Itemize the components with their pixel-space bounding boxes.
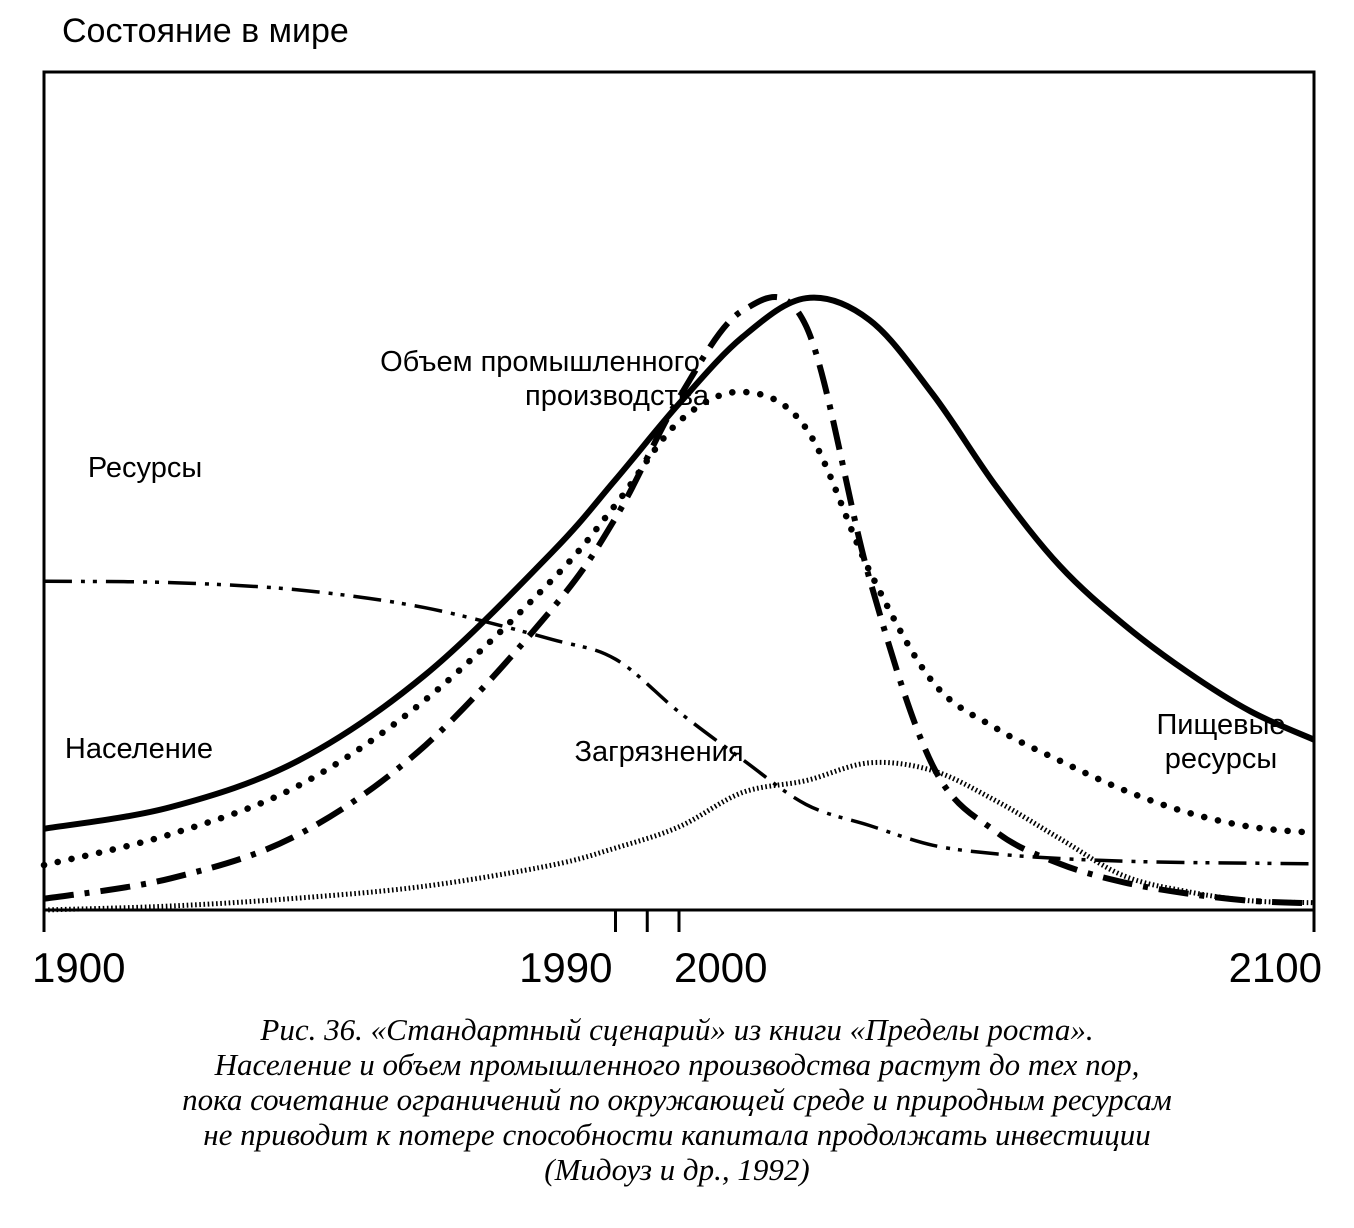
series-solid [43,294,1316,832]
x-tick-label-2100: 2100 [1229,944,1322,991]
label-resources: Ресурсы [88,452,202,484]
caption-line-5: (Мидоуз и др., 1992) [544,1152,810,1187]
label-population: Население [65,733,213,765]
chart: Состояние в мире 1900 1990 2000 2100 Объем … [32,12,1322,991]
caption-line-1: Рис. 36. «Стандартный сценарий» из книги… [260,1012,1094,1047]
x-tick-label-1900: 1900 [32,944,125,991]
caption-line-2: Население и объем промышленного производ… [214,1047,1140,1082]
label-pollution: Загрязнения [574,736,743,768]
figure-caption: Рис. 36. «Стандартный сценарий» из книги… [20,1012,1334,1187]
series-dash-dot-dot [43,579,1315,866]
caption-line-3: пока сочетание ограничений по окружающей… [182,1082,1172,1117]
series-fine-dotted [43,759,1315,913]
label-food-line2: ресурсы [1165,743,1277,775]
x-tick-label-1990: 1990 [519,944,612,991]
y-axis-title: Состояние в мире [62,12,349,50]
caption-line-4: не приводит к потере способности капитал… [203,1117,1151,1152]
plot-frame [42,70,1316,912]
label-food-line1: Пищевые [1156,709,1285,741]
label-industry-line2: производства [525,380,710,412]
label-industry-line1: Объем промышленного [380,346,700,378]
series-dotted [40,388,1318,869]
series-layer [40,294,1318,913]
x-axis: 1900 1990 2000 2100 [32,910,1322,991]
x-tick-label-2000: 2000 [674,944,767,991]
